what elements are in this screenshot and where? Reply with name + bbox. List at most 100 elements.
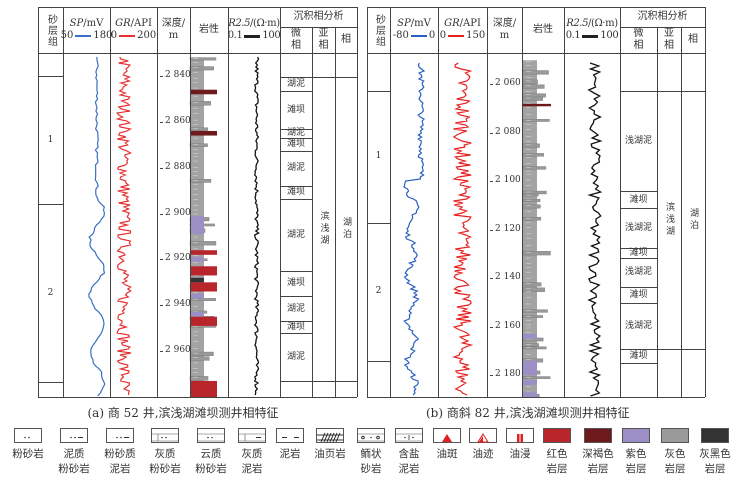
legend-pattern-icon bbox=[282, 437, 299, 438]
header-subfacies: 亚相 bbox=[312, 27, 335, 53]
res-min: 0.1 bbox=[227, 30, 243, 41]
header-facies-analysis: 沉积相分析 bbox=[620, 7, 705, 27]
depth-tick-label: 2 860 bbox=[165, 115, 191, 126]
legend-label: 灰质 粉砂岩 bbox=[149, 448, 181, 475]
gr-label: GR bbox=[115, 18, 131, 29]
lithology-sand-layer bbox=[522, 346, 547, 350]
facies-label: 相 bbox=[341, 34, 351, 45]
depth-tick-label: 2 100 bbox=[495, 175, 521, 186]
microfacies-boundary bbox=[280, 137, 312, 139]
depth-tick-mark bbox=[490, 181, 493, 183]
legend-label: 油迹 bbox=[472, 448, 494, 460]
lithology-label: 岩性 bbox=[199, 24, 219, 35]
header-sp: SP/mV 50 180 bbox=[61, 7, 113, 53]
sp-max: 180 bbox=[93, 30, 113, 41]
legend-swatch-lime-dots bbox=[151, 428, 179, 443]
microfacies-boundary bbox=[620, 363, 657, 365]
legend-swatch-dolo-dots bbox=[197, 428, 225, 443]
microfacies-boundary bbox=[280, 380, 312, 382]
depth-tick-label: 2 080 bbox=[495, 126, 521, 137]
depth-tick-label: 2 900 bbox=[165, 207, 191, 218]
gr-max: 200 bbox=[137, 30, 157, 41]
column-divider bbox=[157, 7, 158, 397]
microfacies-boundary bbox=[280, 321, 312, 323]
legend-label: 含盐 泥岩 bbox=[398, 448, 420, 475]
header-sand-group: 砂层组 bbox=[38, 7, 63, 53]
lithology-red-layer bbox=[190, 316, 217, 326]
header-microfacies: 微相 bbox=[280, 27, 312, 53]
column-divider bbox=[110, 7, 111, 397]
lithology-sand-layer bbox=[189, 143, 208, 148]
column-divider bbox=[280, 7, 281, 397]
microfacies-boundary bbox=[620, 302, 657, 304]
header-sand-group: 砂层组 bbox=[367, 7, 390, 53]
pattern-dot bbox=[161, 436, 163, 439]
microfacies-boundary bbox=[620, 191, 657, 193]
lithology-purple-layer bbox=[523, 380, 537, 385]
sand-group-boundary bbox=[38, 382, 63, 384]
legend-pattern-icon bbox=[116, 436, 129, 439]
lithology-sand-layer bbox=[522, 79, 538, 85]
microfacies-boundary bbox=[280, 270, 312, 272]
depth-tick-label: 2 140 bbox=[495, 272, 521, 283]
microfacies-boundary bbox=[280, 128, 312, 130]
header-gr: GR/API 0 200 bbox=[110, 7, 157, 53]
legend-pattern-icon bbox=[396, 433, 422, 442]
sand-group-number: 2 bbox=[375, 286, 382, 297]
subfacies-cell: 滨浅湖 bbox=[664, 201, 674, 238]
depth-tick-mark bbox=[160, 305, 163, 307]
pattern-dot bbox=[28, 436, 30, 439]
depth-tick-label: 2 160 bbox=[495, 320, 521, 331]
sp-scale: -80 0 bbox=[393, 30, 435, 42]
microfacies-cell: 湖泥 bbox=[286, 163, 305, 174]
column-divider bbox=[705, 7, 706, 397]
lithology-sand-layer bbox=[189, 351, 214, 356]
lithology-sand-layer bbox=[189, 66, 214, 71]
depth-tick-label: 2 920 bbox=[165, 253, 191, 264]
legend-label: 粉砂岩 bbox=[12, 448, 44, 460]
facies-label: 相 bbox=[688, 34, 698, 45]
facies-subheader-divider bbox=[280, 27, 357, 28]
sp-title: SP/mV bbox=[70, 18, 104, 30]
legend-label: 深褐色 岩层 bbox=[582, 448, 614, 475]
lithology-red-layer bbox=[190, 250, 217, 255]
lithology-dark-brown-layer bbox=[523, 103, 551, 107]
lithology-sand-layer bbox=[522, 153, 544, 157]
pattern-dot bbox=[165, 436, 167, 439]
facies-analysis-label: 沉积相分析 bbox=[293, 11, 344, 22]
header-facies: 相 bbox=[335, 27, 357, 53]
microfacies-boundary bbox=[280, 332, 312, 334]
legend-label: 灰黑色 岩层 bbox=[699, 448, 731, 475]
sp-min: 50 bbox=[60, 30, 74, 41]
lithology-column bbox=[522, 60, 551, 398]
legend-swatch-salt bbox=[395, 428, 423, 443]
sp-unit: /mV bbox=[83, 18, 104, 29]
gr-title: GR/API bbox=[444, 18, 481, 30]
gr-legend-line bbox=[119, 35, 136, 37]
lithology-sand-layer bbox=[522, 315, 543, 318]
facies-boundary bbox=[335, 76, 357, 78]
gr-scale: 0 200 bbox=[111, 30, 156, 42]
column-divider bbox=[522, 7, 523, 397]
lithology-label: 岩性 bbox=[533, 24, 553, 35]
sand-group-boundary bbox=[367, 90, 390, 92]
column-divider bbox=[438, 7, 439, 397]
res-label: R2.5 bbox=[566, 18, 589, 29]
res-unit: /(Ω·m) bbox=[588, 18, 618, 29]
sp-scale: 50 180 bbox=[61, 30, 113, 42]
legend-label: 灰质 泥岩 bbox=[241, 448, 263, 475]
microfacies-boundary bbox=[280, 150, 312, 152]
figure-caption: (a) 商 52 井,滨浅湖滩坝测井相特征 bbox=[87, 406, 279, 420]
lithology-red-layer bbox=[190, 266, 217, 276]
gr-legend-line bbox=[448, 35, 465, 37]
sp-curve bbox=[88, 56, 106, 397]
legend-label: 云质 粉砂岩 bbox=[195, 448, 227, 475]
header-depth: 深度/m bbox=[157, 7, 190, 53]
sand-group-boundary bbox=[367, 360, 390, 362]
panel-frame-top bbox=[38, 7, 357, 8]
depth-tick-label: 2 960 bbox=[165, 345, 191, 356]
lithology-sand-layer bbox=[522, 190, 547, 195]
facies-boundary bbox=[681, 348, 705, 350]
gr-min: 0 bbox=[110, 30, 118, 41]
